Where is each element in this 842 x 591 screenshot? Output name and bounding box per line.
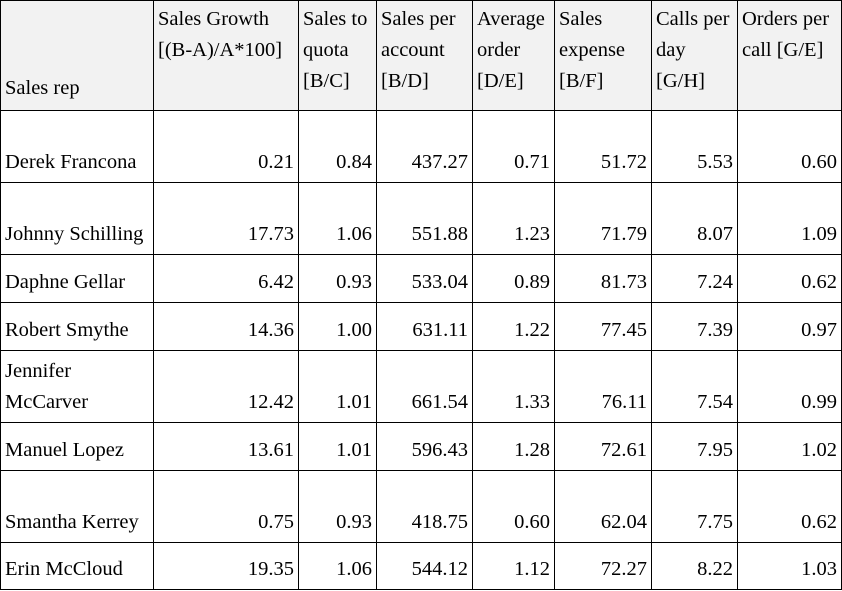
sales-to-quota-value: 1.06 [298,542,377,590]
sales-per-account-value: 437.27 [376,110,473,183]
sales-rep-name: Daphne Gellar [0,254,154,303]
calls-per-day-value: 7.95 [651,422,738,471]
sales-rep-name: Erin McCloud [0,542,154,590]
orders-per-call-value: 1.09 [737,182,842,255]
sales-per-account-value: 596.43 [376,422,473,471]
sales-to-quota-value: 1.01 [298,350,377,423]
sales-to-quota-value: 0.84 [298,110,377,183]
calls-per-day-value: 7.24 [651,254,738,303]
sales-per-account-value: 418.75 [376,470,473,543]
column-header-sales-growth: Sales Growth [(B-A)/A*100] [153,0,299,111]
table-row: Erin McCloud 19.35 1.06 544.12 1.12 72.2… [0,542,842,590]
average-order-value: 1.28 [472,422,555,471]
sales-to-quota-value: 1.01 [298,422,377,471]
orders-per-call-value: 1.03 [737,542,842,590]
average-order-value: 0.60 [472,470,555,543]
sales-expense-value: 81.73 [554,254,652,303]
table-row: Daphne Gellar 6.42 0.93 533.04 0.89 81.7… [0,254,842,303]
average-order-value: 1.12 [472,542,555,590]
sales-rep-name: Manuel Lopez [0,422,154,471]
sales-growth-value: 0.75 [153,470,299,543]
orders-per-call-value: 0.62 [737,254,842,303]
calls-per-day-value: 8.22 [651,542,738,590]
orders-per-call-value: 0.99 [737,350,842,423]
sales-expense-value: 72.27 [554,542,652,590]
column-header-sales-rep: Sales rep [0,0,154,111]
table-row: Manuel Lopez 13.61 1.01 596.43 1.28 72.6… [0,422,842,471]
calls-per-day-value: 7.39 [651,302,738,351]
sales-growth-value: 17.73 [153,182,299,255]
table-row: Derek Francona 0.21 0.84 437.27 0.71 51.… [0,110,842,183]
sales-per-account-value: 551.88 [376,182,473,255]
calls-per-day-value: 7.75 [651,470,738,543]
sales-growth-value: 6.42 [153,254,299,303]
table-row: Johnny Schilling 17.73 1.06 551.88 1.23 … [0,182,842,255]
average-order-value: 1.23 [472,182,555,255]
orders-per-call-value: 0.97 [737,302,842,351]
sales-per-account-value: 533.04 [376,254,473,303]
calls-per-day-value: 8.07 [651,182,738,255]
header-row: Sales rep Sales Growth [(B-A)/A*100] Sal… [0,0,842,111]
calls-per-day-value: 5.53 [651,110,738,183]
sales-expense-value: 62.04 [554,470,652,543]
average-order-value: 1.33 [472,350,555,423]
sales-growth-value: 14.36 [153,302,299,351]
sales-rep-name: Robert Smythe [0,302,154,351]
average-order-value: 0.89 [472,254,555,303]
sales-to-quota-value: 0.93 [298,254,377,303]
sales-growth-value: 0.21 [153,110,299,183]
sales-to-quota-value: 1.06 [298,182,377,255]
sales-per-account-value: 661.54 [376,350,473,423]
orders-per-call-value: 0.60 [737,110,842,183]
column-header-calls-per-day: Calls per day [G/H] [651,0,738,111]
table-row: Smantha Kerrey 0.75 0.93 418.75 0.60 62.… [0,470,842,543]
sales-growth-value: 19.35 [153,542,299,590]
sales-rep-name: Johnny Schilling [0,182,154,255]
table-row: Jennifer McCarver 12.42 1.01 661.54 1.33… [0,350,842,423]
sales-expense-value: 51.72 [554,110,652,183]
average-order-value: 0.71 [472,110,555,183]
column-header-sales-expense: Sales expense [B/F] [554,0,652,111]
sales-per-account-value: 544.12 [376,542,473,590]
sales-growth-value: 12.42 [153,350,299,423]
average-order-value: 1.22 [472,302,555,351]
sales-expense-value: 76.11 [554,350,652,423]
sales-growth-value: 13.61 [153,422,299,471]
sales-expense-value: 77.45 [554,302,652,351]
calls-per-day-value: 7.54 [651,350,738,423]
sales-rep-name: Smantha Kerrey [0,470,154,543]
sales-rep-name: Derek Francona [0,110,154,183]
orders-per-call-value: 0.62 [737,470,842,543]
sales-expense-value: 71.79 [554,182,652,255]
column-header-orders-per-call: Orders per call [G/E] [737,0,842,111]
orders-per-call-value: 1.02 [737,422,842,471]
table-row: Robert Smythe 14.36 1.00 631.11 1.22 77.… [0,302,842,351]
column-header-sales-to-quota: Sales to quota [B/C] [298,0,377,111]
sales-expense-value: 72.61 [554,422,652,471]
column-header-sales-per-account: Sales per account [B/D] [376,0,473,111]
sales-to-quota-value: 1.00 [298,302,377,351]
sales-rep-name: Jennifer McCarver [0,350,154,423]
sales-to-quota-value: 0.93 [298,470,377,543]
column-header-average-order: Average order [D/E] [472,0,555,111]
sales-per-account-value: 631.11 [376,302,473,351]
